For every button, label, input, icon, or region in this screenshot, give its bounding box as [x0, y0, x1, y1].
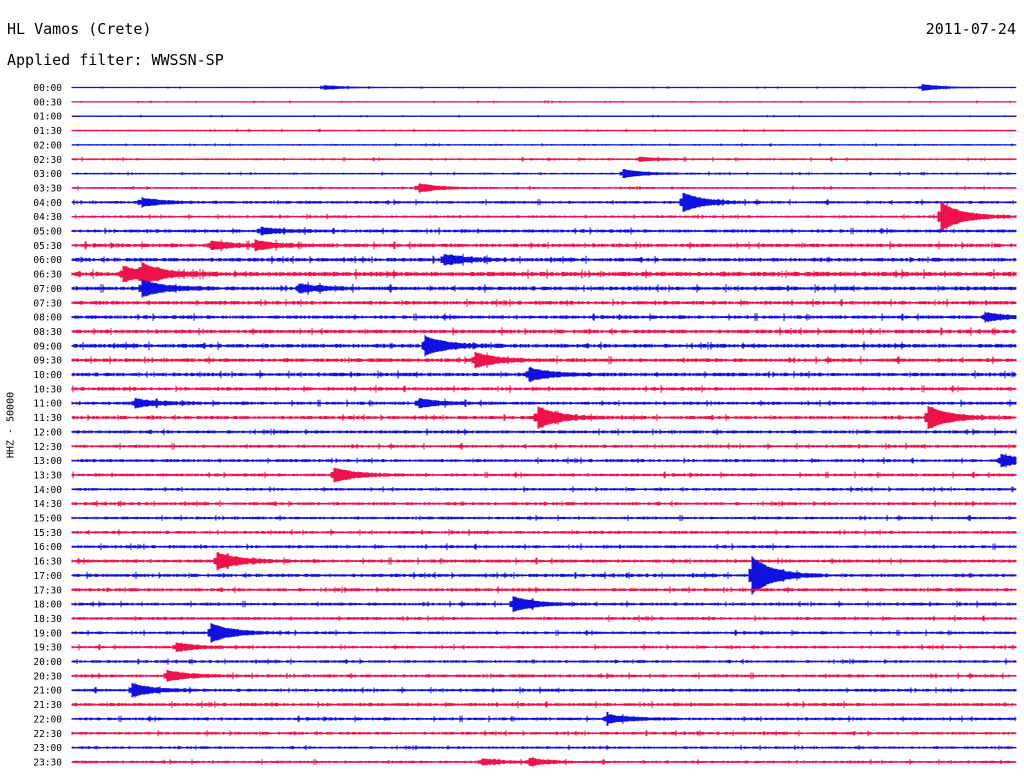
row-time-label: 16:00 — [33, 542, 62, 553]
row-time-label: 04:30 — [33, 212, 62, 223]
row-time-label: 22:00 — [33, 714, 62, 725]
row-time-label: 13:30 — [33, 470, 62, 481]
row-time-label: 00:30 — [33, 97, 62, 108]
record-date: 2011-07-24 — [925, 20, 1016, 38]
row-time-label: 07:30 — [33, 298, 62, 309]
row-time-label: 23:00 — [33, 743, 62, 754]
row-time-label: 10:30 — [33, 384, 62, 395]
row-time-label: 22:30 — [33, 729, 62, 740]
row-time-label: 13:00 — [33, 456, 62, 467]
row-time-label: 23:30 — [33, 757, 62, 768]
row-time-label: 00:00 — [33, 83, 62, 94]
station-title: HL Vamos (Crete) — [7, 20, 152, 38]
row-time-label: 08:00 — [33, 313, 62, 324]
row-time-label: 03:00 — [33, 169, 62, 180]
row-time-label: 18:00 — [33, 600, 62, 611]
row-time-label: 07:00 — [33, 284, 62, 295]
row-time-label: 09:00 — [33, 341, 62, 352]
row-time-label: 04:00 — [33, 198, 62, 209]
row-time-label: 19:00 — [33, 628, 62, 639]
row-time-label: 17:00 — [33, 571, 62, 582]
row-time-label: 20:00 — [33, 657, 62, 668]
row-time-label: 08:30 — [33, 327, 62, 338]
row-time-label: 12:30 — [33, 442, 62, 453]
row-time-label: 09:30 — [33, 356, 62, 367]
row-time-label: 15:00 — [33, 514, 62, 525]
row-time-label: 18:30 — [33, 614, 62, 625]
row-time-label: 21:00 — [33, 686, 62, 697]
row-time-label: 02:30 — [33, 155, 62, 166]
row-time-label: 01:00 — [33, 112, 62, 123]
row-time-label: 16:30 — [33, 557, 62, 568]
filter-label: Applied filter: WWSSN-SP — [7, 51, 224, 69]
row-time-label: 05:00 — [33, 227, 62, 238]
row-time-label: 12:00 — [33, 427, 62, 438]
row-time-label: 19:30 — [33, 643, 62, 654]
row-time-label: 11:00 — [33, 399, 62, 410]
row-time-label: 10:00 — [33, 370, 62, 381]
row-time-label: 17:30 — [33, 585, 62, 596]
row-time-label: 15:30 — [33, 528, 62, 539]
row-time-label: 11:30 — [33, 413, 62, 424]
row-time-label: 20:30 — [33, 671, 62, 682]
row-time-label: 03:30 — [33, 183, 62, 194]
row-time-label: 02:00 — [33, 140, 62, 151]
row-time-label: 14:00 — [33, 485, 62, 496]
row-time-label: 06:30 — [33, 270, 62, 281]
row-time-label: 06:00 — [33, 255, 62, 266]
row-time-label: 01:30 — [33, 126, 62, 137]
row-time-label: 14:30 — [33, 499, 62, 510]
row-time-label: 21:30 — [33, 700, 62, 711]
row-time-label: 05:30 — [33, 241, 62, 252]
